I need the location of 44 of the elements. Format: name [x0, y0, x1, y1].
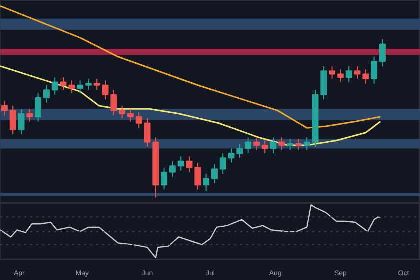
- candlestick: [178, 156, 184, 172]
- candlestick: [346, 66, 352, 83]
- candlestick: [161, 167, 168, 190]
- candlestick: [270, 137, 277, 154]
- candlestick: [354, 66, 361, 80]
- candlestick: [52, 76, 58, 96]
- candlestick: [144, 118, 151, 148]
- candlestick: [119, 105, 126, 120]
- candlestick: [1, 100, 8, 116]
- candlestick: [136, 112, 142, 129]
- candlestick: [304, 137, 310, 151]
- candlestick: [102, 80, 109, 100]
- candlestick: [60, 76, 67, 91]
- candlestick: [169, 160, 176, 178]
- candlestick: [245, 137, 252, 154]
- candlestick: [18, 108, 25, 135]
- candlestick: [253, 137, 260, 151]
- candlestick: [110, 90, 118, 116]
- candlestick: [371, 56, 378, 84]
- candlestick: [362, 69, 370, 84]
- candlestick: [26, 108, 34, 122]
- candlestick: [10, 105, 16, 135]
- candlestick: [337, 69, 344, 83]
- candlestick: [262, 140, 268, 154]
- candlestick: [329, 66, 336, 80]
- candlestick: [278, 137, 286, 151]
- candlestick: [220, 152, 226, 175]
- candlestick: [43, 84, 50, 104]
- candlestick: [295, 138, 302, 151]
- candlestick: [203, 174, 210, 192]
- candlestick: [94, 78, 100, 91]
- candlestick: [35, 92, 42, 122]
- candlestick: [85, 78, 92, 91]
- candlestick: [379, 38, 386, 67]
- candlestick: [228, 148, 235, 164]
- candlestick: [127, 108, 134, 122]
- candlestick: [211, 164, 218, 184]
- candlestick: [236, 143, 244, 159]
- candlestick: [287, 138, 294, 151]
- candlestick: [77, 80, 84, 94]
- candlestick: [68, 80, 76, 94]
- candlestick: [320, 66, 328, 100]
- candlestick: [186, 156, 193, 173]
- candlestick: [194, 162, 202, 190]
